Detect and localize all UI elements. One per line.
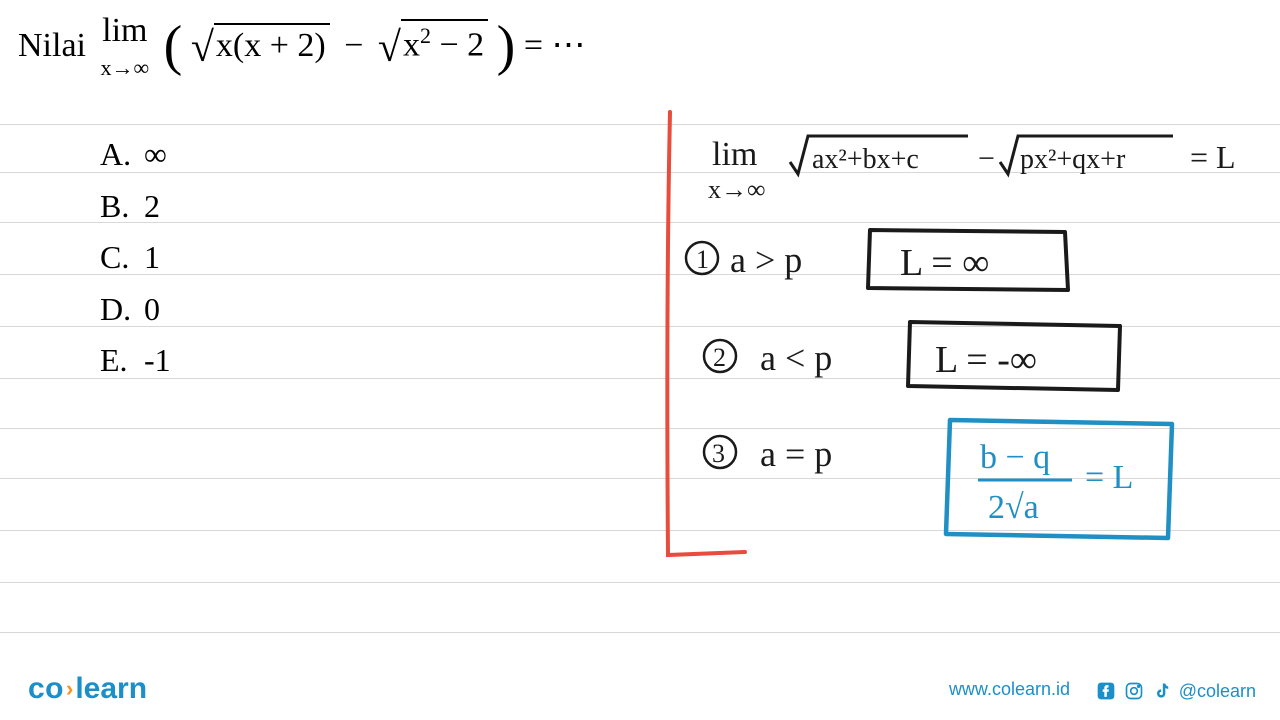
footer-handle: @colearn (1179, 681, 1256, 702)
facebook-icon (1095, 680, 1117, 702)
option-b: B.2 (100, 182, 171, 232)
hw-line1: lim x→∞ ax²+bx+c − px²+qx+r = L (708, 136, 1236, 204)
option-d: D.0 (100, 285, 171, 335)
option-e: E.-1 (100, 336, 171, 386)
hw-minus: − (978, 142, 995, 175)
hw-case1-box: L = ∞ (900, 242, 989, 284)
lim-subscript: x→∞ (100, 55, 149, 80)
minus-sign: − (344, 27, 363, 64)
red-divider (667, 112, 745, 555)
hw-rad2: px²+qx+r (1020, 144, 1126, 175)
footer-url: www.colearn.id (949, 679, 1070, 700)
hw-case2-box: L = -∞ (935, 339, 1037, 381)
instagram-icon (1123, 680, 1145, 702)
hw-lim-sub: x→∞ (708, 175, 766, 204)
svg-text:3: 3 (712, 439, 725, 468)
hw-case3-box (946, 420, 1172, 538)
brand-logo: co›learn (28, 672, 147, 706)
hw-case1-cond: a > p (730, 240, 802, 280)
svg-text:1: 1 (696, 245, 709, 274)
right-paren: ) (497, 15, 516, 77)
question-text: Nilai lim x→∞ ( √x(x + 2) − √x2 − 2 ) = … (18, 14, 586, 82)
hw-case3: 3 a = p b − q 2√a = L (704, 420, 1172, 538)
handwriting-overlay: lim x→∞ ax²+bx+c − px²+qx+r = L 1 a > p … (0, 0, 1280, 720)
hw-eq-l: = L (1190, 139, 1236, 175)
lim-symbol: lim (102, 12, 147, 49)
hw-lim: lim (712, 136, 757, 173)
hw-case3-cond: a = p (760, 434, 832, 474)
hw-case1: 1 a > p L = ∞ (686, 230, 1068, 290)
ruled-background (0, 0, 1280, 720)
hw-case3-eq: = L (1085, 459, 1133, 496)
logo-dot-icon: › (66, 676, 73, 701)
sqrt-2: √x2 − 2 (378, 19, 488, 64)
option-c: C.1 (100, 233, 171, 283)
option-a: A.∞ (100, 130, 171, 180)
hw-rad1: ax²+bx+c (812, 144, 919, 175)
question-prefix: Nilai (18, 27, 86, 64)
hw-case2-cond: a < p (760, 338, 832, 378)
hw-case3-bot: 2√a (988, 489, 1039, 526)
hw-case3-top: b − q (980, 439, 1050, 476)
answer-options: A.∞ B.2 C.1 D.0 E.-1 (100, 130, 171, 388)
left-paren: ( (164, 15, 183, 77)
hw-case2: 2 a < p L = -∞ (704, 322, 1120, 390)
sqrt-1: √x(x + 2) (191, 23, 330, 65)
footer: co›learn www.colearn.id @colearn (0, 666, 1280, 706)
tiktok-icon (1151, 680, 1173, 702)
footer-socials: @colearn (1095, 680, 1256, 702)
equals-dots: = ⋯ (524, 27, 586, 64)
svg-text:2: 2 (713, 343, 726, 372)
